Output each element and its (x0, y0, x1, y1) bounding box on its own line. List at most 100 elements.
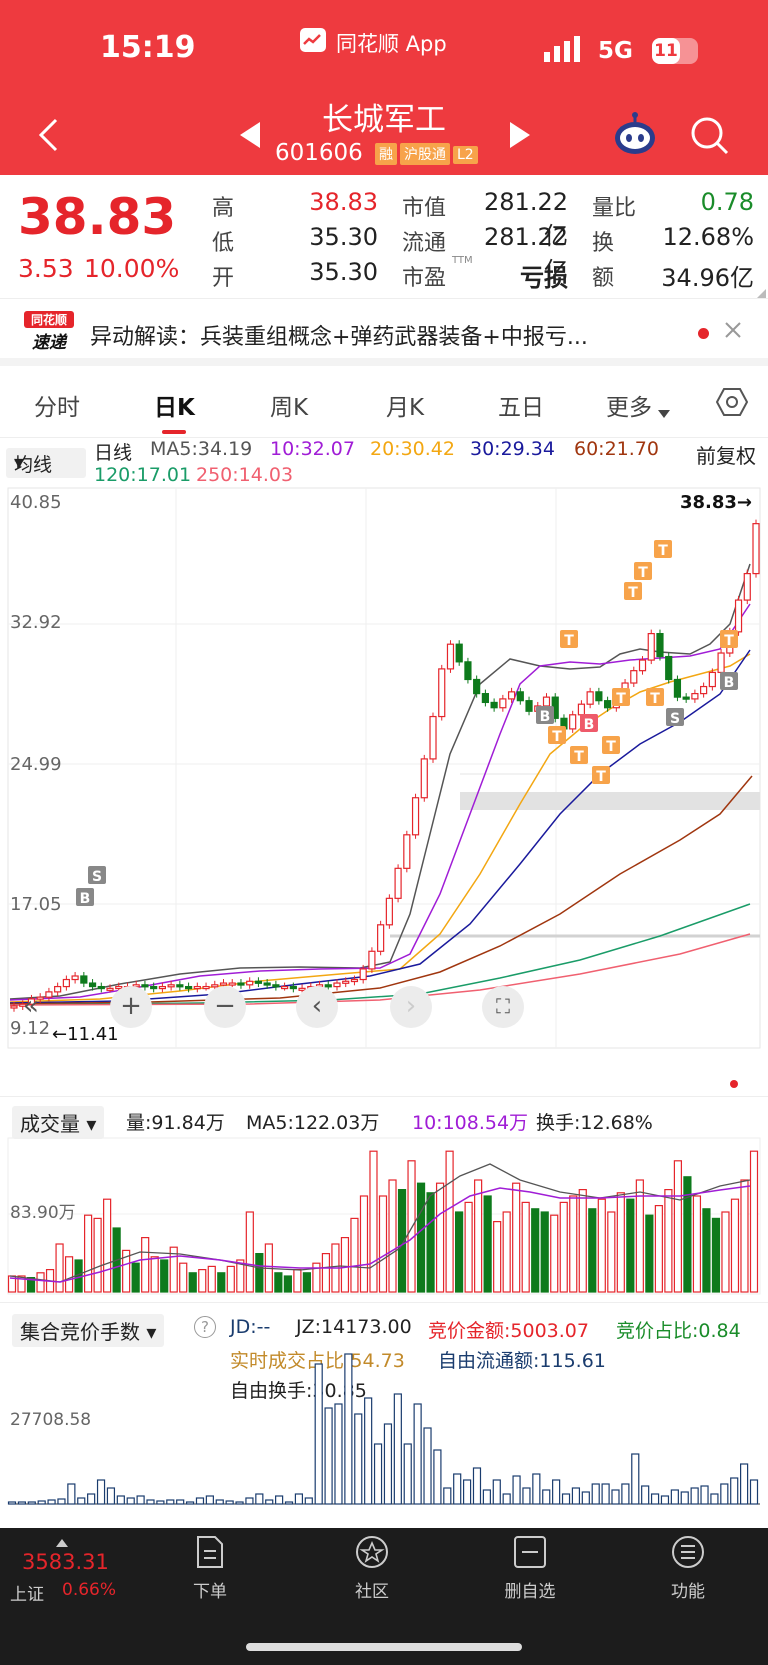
auction-bar (255, 1493, 264, 1505)
candle-body (193, 985, 201, 990)
auction-bars (7, 1353, 759, 1505)
zoom-in-button[interactable]: + (110, 986, 152, 1028)
index-value[interactable]: 3583.31 (22, 1550, 109, 1574)
nav-order[interactable]: 下单 (170, 1535, 250, 1602)
news-banner[interactable]: 同花顺 速递 异动解读：兵装重组概念+弹药武器装备+中报亏... (0, 298, 768, 366)
nav-remove-watchlist[interactable]: 删自选 (490, 1535, 570, 1602)
candle-body (630, 670, 638, 684)
candle-body (446, 643, 455, 670)
news-logo: 同花顺 速递 (24, 311, 74, 355)
volume-chart[interactable]: 83.90万 (0, 1136, 768, 1296)
ma60-line (9, 775, 753, 1005)
volume-bar (455, 1211, 464, 1293)
help-icon[interactable]: ? (194, 1316, 216, 1338)
price-adjust-button[interactable]: 前复权 (696, 444, 756, 468)
ma10-line (9, 603, 751, 1001)
candle-body (106, 987, 114, 991)
candle-body (350, 978, 359, 983)
volume-selector[interactable]: 成交量 ▾ (12, 1106, 105, 1139)
marker-letter: T (606, 739, 616, 755)
buy-marker-icon (76, 888, 94, 906)
volume-bar (616, 1192, 625, 1293)
volume-ma5-line (9, 1163, 751, 1283)
volume-bar (626, 1198, 635, 1293)
volume-bar (483, 1195, 492, 1293)
auction-bar (383, 1423, 393, 1505)
auction-bar (324, 1407, 333, 1505)
scroll-right-button[interactable]: › (390, 986, 432, 1028)
auction-bar (730, 1477, 739, 1505)
fullscreen-button[interactable]: ⛶ (482, 986, 524, 1028)
candle-body (19, 1003, 27, 1007)
auction-selector[interactable]: 集合竞价手数 ▾ (12, 1314, 165, 1347)
candle-body (88, 982, 97, 988)
candle-body (481, 693, 489, 704)
tab-monthly-k[interactable]: 月K (386, 395, 425, 421)
nav-functions[interactable]: 功能 (648, 1535, 728, 1602)
volume-bar (531, 1208, 540, 1293)
scroll-left-button[interactable]: ‹ (296, 986, 338, 1028)
volume-selector-label: 成交量 (20, 1112, 80, 1136)
tab-weekly-k[interactable]: 周K (270, 395, 309, 421)
functions-menu-icon (672, 1536, 704, 1568)
volume-bar (502, 1211, 511, 1293)
volume-ma10: 10:108.54万 (412, 1112, 529, 1134)
nav-functions-label: 功能 (671, 1582, 705, 1602)
t-marker-icon (654, 540, 672, 558)
turnover-label: 换 (592, 231, 615, 256)
volume-bar (540, 1211, 549, 1293)
auction-bar (37, 1500, 46, 1505)
news-text[interactable]: 异动解读：兵装重组概念+弹药武器装备+中报亏... (90, 325, 588, 350)
y-label-bottom: 9.12 (10, 1018, 50, 1039)
volume-bar (122, 1249, 131, 1293)
candle-body (45, 991, 53, 998)
status-app-name: 同花顺 App (336, 32, 447, 56)
zoom-out-button[interactable]: − (204, 986, 246, 1028)
candle-body (665, 655, 673, 681)
candle-body (490, 701, 498, 709)
collapse-left-icon[interactable]: « (23, 991, 39, 1021)
float-value: 281.22亿 (484, 223, 568, 285)
candle-body (324, 984, 332, 988)
settings-hexagon-icon[interactable] (715, 387, 749, 423)
candle-body (80, 975, 88, 984)
volume-bar (207, 1265, 216, 1293)
ma10-label: 10:32.07 (270, 438, 355, 460)
tab-intraday[interactable]: 分时 (34, 395, 80, 421)
candle-body (36, 996, 44, 1000)
auction-bar (47, 1499, 56, 1505)
volume-bar (236, 1259, 245, 1293)
volume-bar (245, 1211, 254, 1293)
search-icon[interactable] (690, 116, 730, 160)
tab-five-day[interactable]: 五日 (498, 395, 544, 421)
buy-marker-icon (580, 714, 598, 732)
candle-body (595, 691, 603, 702)
auction-bar (611, 1489, 620, 1505)
auction-bar (492, 1479, 501, 1505)
candle-body (368, 950, 376, 970)
auction-bar (294, 1493, 304, 1505)
auction-chart[interactable]: 27708.58 (0, 1336, 768, 1508)
y-label-3: 24.99 (10, 754, 62, 775)
expand-corner-icon[interactable] (756, 284, 766, 303)
nav-community[interactable]: 社区 (332, 1535, 412, 1602)
auction-bar (641, 1485, 650, 1505)
candle-body (167, 984, 175, 988)
tag-margin: 融 (375, 143, 397, 165)
max-price-label: 38.83→ (680, 492, 752, 513)
volume-bar (702, 1208, 711, 1293)
candle-body (752, 523, 760, 575)
ma-selector[interactable]: 均线 ▾ (6, 448, 86, 478)
marker-letter: T (658, 543, 668, 559)
tab-daily-k[interactable]: 日K (154, 395, 195, 421)
robot-assistant-icon[interactable] (612, 112, 658, 162)
prev-stock-icon[interactable] (240, 122, 262, 152)
close-icon[interactable] (724, 321, 742, 343)
back-icon[interactable] (38, 118, 60, 156)
auction-bar (215, 1499, 224, 1505)
tab-more[interactable]: 更多 (606, 395, 652, 421)
kline-chart[interactable]: 40.85 32.92 24.99 17.05 9.12 38.83→ ←11.… (0, 484, 768, 1059)
volume-ma10-line (9, 1185, 751, 1283)
next-stock-icon[interactable] (508, 122, 530, 152)
low-label: 低 (212, 231, 235, 256)
